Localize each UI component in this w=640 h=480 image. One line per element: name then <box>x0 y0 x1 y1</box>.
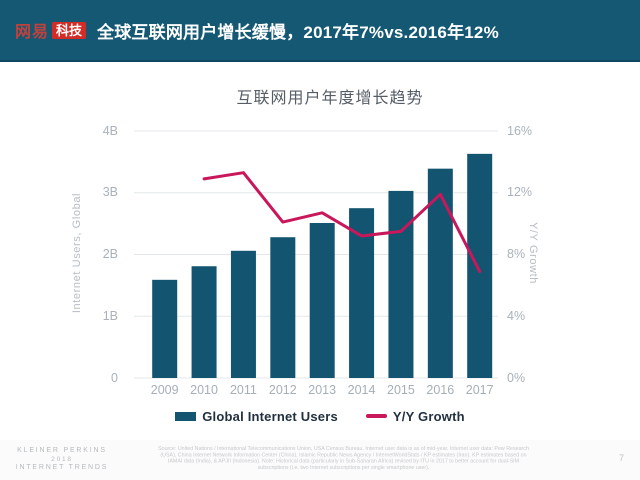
netease-logo-brand: 网易 <box>15 24 50 41</box>
x-axis-label: 2012 <box>268 383 297 397</box>
legend-item-internet-users: Global Internet Users <box>175 409 338 424</box>
netease-logo-badge: 科技 <box>52 21 87 39</box>
legend-item-yy-growth: Y/Y Growth <box>365 408 465 424</box>
left-axis-tick: 1B <box>102 308 118 323</box>
x-axis-label: 2016 <box>426 383 455 397</box>
right-axis-tick: 0% <box>507 370 526 385</box>
page-number: 7 <box>618 453 624 463</box>
chart-title: 互联网用户年度增长趋势 <box>236 90 424 107</box>
right-axis-tick: 4% <box>507 308 526 323</box>
left-axis-tick: 2B <box>102 247 118 261</box>
brand-line: KLEINER PERKINS <box>17 447 107 454</box>
x-axis-label: 2017 <box>465 383 494 397</box>
netease-tech-logo: 网易 科技 <box>15 18 87 42</box>
x-axis-label: 2015 <box>387 383 415 397</box>
line-swatch-icon <box>365 414 387 418</box>
kleiner-perkins-brand: KLEINER PERKINS 2018 INTERNET TRENDS <box>6 447 118 472</box>
x-axis-label: 2010 <box>190 383 218 397</box>
legend-label: Global Internet Users <box>202 408 338 424</box>
left-axis-tick: 4B <box>102 123 118 138</box>
x-axis-label: 2014 <box>347 383 376 397</box>
source-note: Source: United Nations / International T… <box>158 446 529 471</box>
footer: KLEINER PERKINS 2018 INTERNET TRENDS Sou… <box>0 440 640 480</box>
legend-label: Y/Y Growth <box>392 408 465 424</box>
right-axis-tick: 8% <box>507 247 526 261</box>
brand-line: 2018 <box>51 455 73 463</box>
bar-swatch-icon <box>175 411 197 421</box>
header: 网易 科技 全球互联网用户增长缓慢，2017年7%vs.2016年12% <box>0 0 640 62</box>
right-axis-tick: 12% <box>507 185 533 200</box>
chart-legend: Global Internet Users Y/Y Growth <box>0 407 640 425</box>
left-axis-tick: 0 <box>111 370 118 385</box>
right-axis-tick: 16% <box>507 123 533 138</box>
brand-line: INTERNET TRENDS <box>15 463 109 471</box>
left-axis-tick: 3B <box>102 185 118 200</box>
x-axis-label: 2011 <box>229 383 257 397</box>
page-title: 全球互联网用户增长缓慢，2017年7%vs.2016年12% <box>97 22 499 42</box>
x-axis-label: 2013 <box>308 383 337 397</box>
x-axis-label: 2009 <box>150 383 179 397</box>
